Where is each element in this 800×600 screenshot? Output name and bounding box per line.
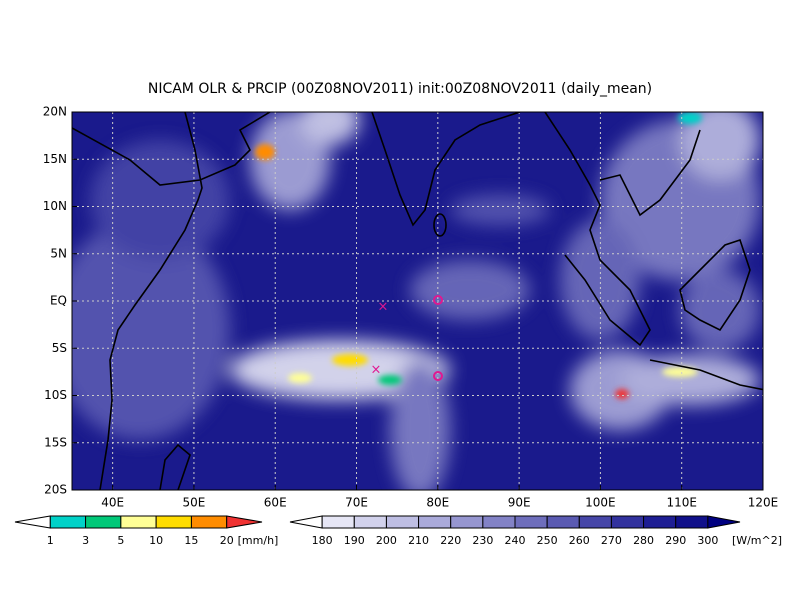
lat-label: 10S (44, 388, 67, 402)
legend-swatch (385, 515, 420, 529)
marker-circle (433, 371, 443, 381)
marker-circle (433, 295, 443, 305)
legend-swatch (418, 515, 452, 529)
map-title: NICAM OLR & PRCIP (00Z08NOV2011) init:00… (148, 81, 652, 97)
axis-labels: 20N 15N 10N 5N EQ 5S 10S 15S 20S 40E 50E 60E 70E 80E 9… (43, 105, 779, 510)
legend-swatch (289, 515, 323, 529)
legend-level: 180 (312, 534, 333, 547)
legend-swatch (643, 515, 677, 529)
legend-swatch (610, 515, 645, 529)
legend-level: 280 (633, 534, 654, 547)
legend-swatch (14, 515, 51, 529)
lon-label: 90E (508, 496, 531, 510)
coastline (159, 443, 191, 490)
coastline (544, 112, 651, 347)
legend-level: 240 (505, 534, 526, 547)
legend-level: 10 (149, 534, 163, 547)
legend-level: 270 (601, 534, 622, 547)
lon-label: 70E (345, 496, 368, 510)
coastline (649, 359, 763, 391)
lon-label: 60E (264, 496, 287, 510)
legend-swatch (120, 515, 157, 529)
marker-x: × (371, 363, 382, 378)
legend-swatch (155, 515, 192, 529)
legend-level: 230 (472, 534, 493, 547)
legend-level: 5 (117, 534, 124, 547)
lat-label: 10N (43, 199, 67, 213)
legend-swatch (85, 515, 122, 529)
lon-label: 40E (101, 496, 124, 510)
legend-unit: [W/m^2] (732, 534, 782, 547)
legend-level: 200 (376, 534, 397, 547)
coastline (679, 238, 751, 332)
coastline (599, 129, 701, 217)
legend-swatch (226, 515, 263, 529)
lat-label: EQ (50, 294, 67, 308)
legend-level: 250 (537, 534, 558, 547)
legend-level: 290 (665, 534, 686, 547)
legend-unit: [mm/h] (238, 534, 279, 547)
lon-label: 120E (748, 496, 779, 510)
legend-swatch (49, 515, 87, 529)
lon-label: 110E (666, 496, 697, 510)
lon-label: 80E (426, 496, 449, 510)
legend-level: 20 (220, 534, 234, 547)
legend-level: 220 (440, 534, 461, 547)
legend-level: 1 (47, 534, 54, 547)
lat-label: 20S (44, 483, 67, 497)
legend-swatch (353, 515, 387, 529)
lon-label: 100E (585, 496, 616, 510)
legend-swatch (190, 515, 228, 529)
legend-swatch (675, 515, 709, 529)
legend-level: 300 (697, 534, 718, 547)
lat-label: 5N (50, 246, 67, 260)
legends: 1 3 5 10 15 20 [mm/h] 180 190 200 210 220 230 240 250 2… (14, 515, 782, 547)
legend-level: 260 (569, 534, 590, 547)
legend-swatch (578, 515, 612, 529)
legend-swatch (514, 515, 548, 529)
grid (72, 112, 763, 490)
legend-swatch (321, 515, 355, 529)
legend-swatch (707, 515, 741, 529)
legend-level: 210 (408, 534, 429, 547)
coastline (371, 112, 521, 227)
legend-level: 15 (184, 534, 198, 547)
lon-label: 50E (183, 496, 206, 510)
coastline (72, 112, 271, 186)
legend-level: 190 (344, 534, 365, 547)
lat-label: 5S (52, 341, 67, 355)
coastline (99, 112, 203, 490)
legend-swatch (482, 515, 516, 529)
legend-swatch (450, 515, 484, 529)
legend-swatch (546, 515, 580, 529)
lat-label: 15S (44, 435, 67, 449)
map-field: × × (72, 112, 763, 490)
marker-x: × (378, 300, 389, 315)
lat-label: 20N (43, 105, 67, 119)
lat-label: 15N (43, 152, 67, 166)
coastline (433, 213, 447, 237)
legend-level: 3 (82, 534, 89, 547)
